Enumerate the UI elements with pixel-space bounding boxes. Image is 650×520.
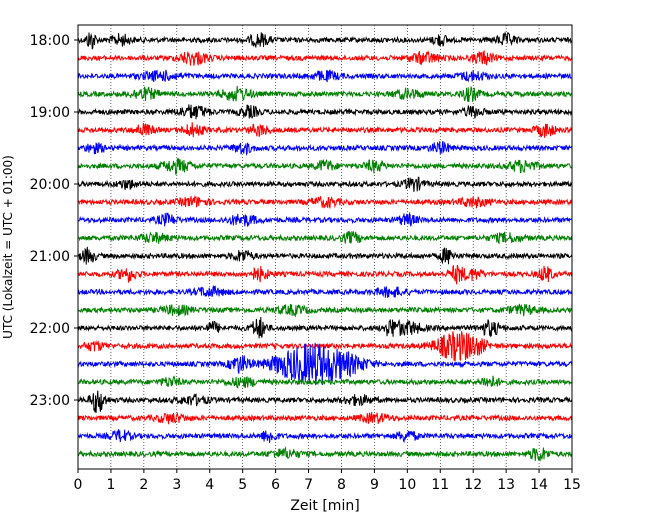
- y-tick-label-1900: 19:00: [30, 105, 70, 121]
- x-tick-label-3: 3: [172, 477, 181, 493]
- y-tick-label-2100: 21:00: [30, 249, 70, 265]
- x-tick-label-15: 15: [563, 477, 581, 493]
- trace-2215: [77, 331, 573, 362]
- y-tick-label-2300: 23:00: [30, 393, 70, 409]
- x-tick-label-10: 10: [398, 477, 416, 493]
- trace-2000: [77, 176, 573, 192]
- x-tick-label-12: 12: [464, 477, 482, 493]
- x-tick-label-9: 9: [370, 477, 379, 493]
- trace-2145: [77, 303, 573, 318]
- y-tick-label-1800: 18:00: [30, 33, 70, 49]
- traces-group: [77, 31, 573, 462]
- trace-1900: [77, 104, 573, 120]
- plot-frame: [78, 25, 572, 469]
- trace-2230: [77, 342, 573, 386]
- trace-2300: [77, 390, 573, 413]
- trace-1800: [77, 31, 573, 50]
- trace-2200: [77, 317, 573, 339]
- trace-2315: [77, 411, 573, 425]
- x-tick-label-5: 5: [238, 477, 247, 493]
- trace-1845: [77, 85, 573, 102]
- plot-border: [77, 24, 573, 470]
- trace-2115: [77, 264, 573, 285]
- trace-2330: [77, 429, 573, 444]
- y-tick-label-2000: 20:00: [30, 177, 70, 193]
- x-tick-label-1: 1: [106, 477, 115, 493]
- x-tick-label-11: 11: [431, 477, 449, 493]
- x-axis: 0 1 2 3 4 5 6 7 8 9 10 11 12 13 14 15: [74, 469, 581, 493]
- trace-1830: [77, 69, 573, 83]
- trace-1915: [77, 122, 573, 138]
- x-tick-label-13: 13: [497, 477, 515, 493]
- trace-2130: [77, 284, 573, 298]
- y-tick-label-2200: 22:00: [30, 321, 70, 337]
- x-tick-label-0: 0: [74, 477, 83, 493]
- x-tick-label-14: 14: [530, 477, 548, 493]
- x-tick-label-4: 4: [205, 477, 214, 493]
- trace-2345: [77, 445, 573, 462]
- trace-1945: [77, 158, 573, 175]
- trace-2245: [77, 375, 573, 389]
- trace-1930: [77, 140, 573, 157]
- y-axis: 18:00 19:00 20:00 21:00 22:00 23:00: [30, 33, 78, 409]
- x-tick-label-2: 2: [139, 477, 148, 493]
- trace-2100: [77, 246, 573, 265]
- trace-1815: [77, 50, 573, 67]
- trace-2030: [77, 211, 573, 227]
- trace-2015: [77, 195, 573, 210]
- plot-border-rect: [77, 24, 573, 470]
- x-tick-label-8: 8: [337, 477, 346, 493]
- x-tick-label-6: 6: [271, 477, 280, 493]
- trace-2045: [77, 230, 573, 245]
- x-axis-label: Zeit [min]: [290, 498, 359, 514]
- y-axis-label: UTC (Lokalzeit = UTC + 01:00): [1, 155, 15, 339]
- x-tick-label-7: 7: [304, 477, 313, 493]
